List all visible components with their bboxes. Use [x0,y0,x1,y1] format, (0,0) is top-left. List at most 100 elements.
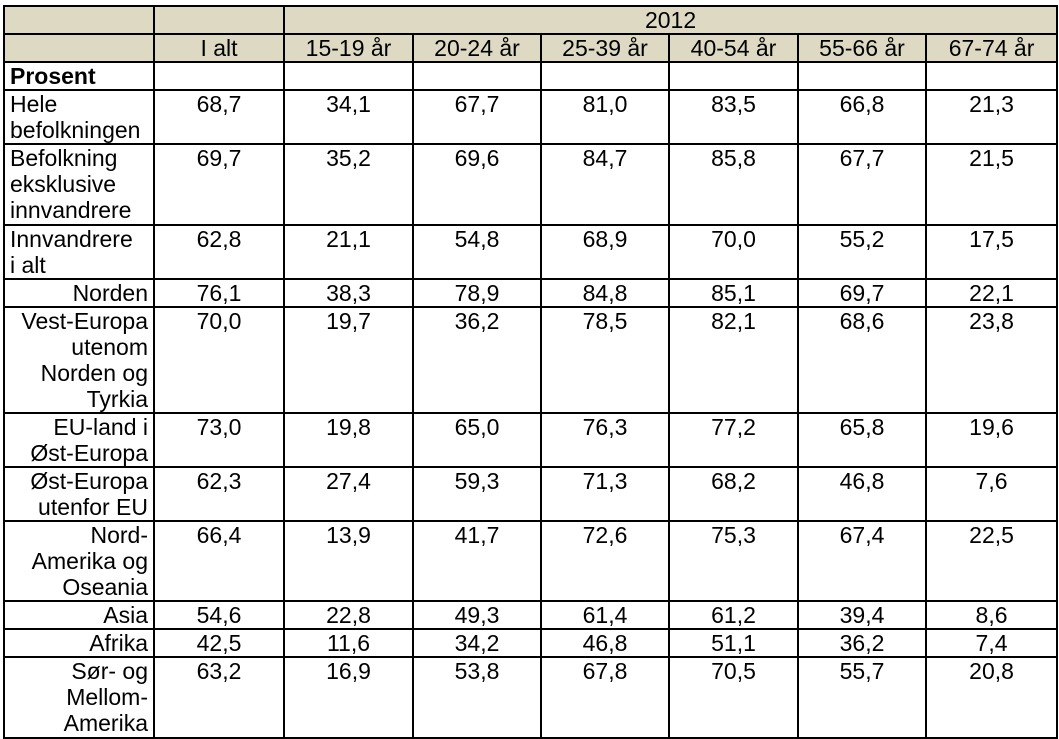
column-header-age-25-39: 25-39 år [540,33,670,63]
value-cell: 85,8 [668,143,799,226]
corner-spacer-cell [3,5,155,35]
value-cell: 19,7 [283,306,414,414]
row-label: Hele befolkningen [3,89,155,145]
year-header-cell: 2012 [282,5,1059,35]
value-cell: 72,6 [540,520,670,602]
value-cell: 21,1 [283,224,414,280]
value-cell: 67,4 [797,520,927,602]
value-cell: 46,8 [540,628,670,658]
empty-cell [797,61,927,91]
value-cell: 46,8 [797,466,927,522]
value-cell: 66,8 [797,89,927,145]
empty-cell [283,61,414,91]
table-row-whole-population: Hele befolkningen 68,7 34,1 67,7 81,0 83… [3,89,1059,145]
value-cell: 41,7 [412,520,542,602]
year-header-row: 2012 [3,5,1059,35]
value-cell: 84,7 [540,143,670,226]
value-cell: 69,7 [153,143,285,226]
table-row-excl-immigrants: Befolkning eksklusive innvandrere 69,7 3… [3,143,1059,226]
value-cell: 8,6 [924,600,1059,630]
value-cell: 34,2 [412,628,542,658]
value-cell: 61,4 [540,600,670,630]
value-cell: 49,3 [412,600,542,630]
column-header-row: I alt 15-19 år 20-24 år 25-39 år 40-54 å… [3,33,1059,63]
value-cell: 66,4 [153,520,285,602]
value-cell: 83,5 [668,89,799,145]
row-label: Vest-Europa utenom Norden og Tyrkia [3,306,155,414]
value-cell: 70,0 [668,224,799,280]
value-cell: 38,3 [283,278,414,308]
column-header-age-67-74: 67-74 år [924,33,1059,63]
value-cell: 85,1 [668,278,799,308]
value-cell: 68,9 [540,224,670,280]
value-cell: 7,6 [924,466,1059,522]
value-cell: 39,4 [797,600,927,630]
table-row-west-europe: Vest-Europa utenom Norden og Tyrkia 70,0… [3,306,1059,414]
value-cell: 22,8 [283,600,414,630]
value-cell: 63,2 [153,656,285,739]
table-row-south-central-america: Sør- og Mellom- Amerika 63,2 16,9 53,8 6… [3,656,1059,739]
value-cell: 62,8 [153,224,285,280]
empty-cell [412,61,542,91]
table-row-eu-east-europe: EU-land i Øst-Europa 73,0 19,8 65,0 76,3… [3,412,1059,468]
row-label: EU-land i Øst-Europa [3,412,155,468]
column-header-age-15-19: 15-19 år [283,33,414,63]
value-cell: 53,8 [412,656,542,739]
value-cell: 54,8 [412,224,542,280]
value-cell: 70,0 [153,306,285,414]
value-cell: 36,2 [412,306,542,414]
table-row-asia: Asia 54,6 22,8 49,3 61,4 61,2 39,4 8,6 [3,600,1059,630]
value-cell: 68,7 [153,89,285,145]
value-cell: 67,7 [412,89,542,145]
statistics-table: 2012 I alt 15-19 år 20-24 år 25-39 år 40… [3,5,1059,739]
value-cell: 82,1 [668,306,799,414]
value-cell: 13,9 [283,520,414,602]
value-cell: 55,2 [797,224,927,280]
table-row-africa: Afrika 42,5 11,6 34,2 46,8 51,1 36,2 7,4 [3,628,1059,658]
value-cell: 19,6 [924,412,1059,468]
column-header-age-40-54: 40-54 år [668,33,799,63]
value-cell: 23,8 [924,306,1059,414]
value-cell: 69,6 [412,143,542,226]
value-cell: 69,7 [797,278,927,308]
value-cell: 73,0 [153,412,285,468]
value-cell: 27,4 [283,466,414,522]
value-cell: 76,1 [153,278,285,308]
row-label: Innvandrere i alt [3,224,155,280]
value-cell: 71,3 [540,466,670,522]
value-cell: 36,2 [797,628,927,658]
row-label: Befolkning eksklusive innvandrere [3,143,155,226]
value-cell: 81,0 [540,89,670,145]
value-cell: 34,1 [283,89,414,145]
column-header-age-55-66: 55-66 år [797,33,927,63]
empty-cell [668,61,799,91]
value-cell: 51,1 [668,628,799,658]
row-label: Øst-Europa utenfor EU [3,466,155,522]
table-row-norden: Norden 76,1 38,3 78,9 84,8 85,1 69,7 22,… [3,278,1059,308]
value-cell: 61,2 [668,600,799,630]
value-cell: 70,5 [668,656,799,739]
row-label: Nord- Amerika og Oseania [3,520,155,602]
column-header-age-20-24: 20-24 år [412,33,542,63]
column-header-total: I alt [153,33,285,63]
value-cell: 21,3 [924,89,1059,145]
value-cell: 78,9 [412,278,542,308]
row-label: Asia [3,600,155,630]
value-cell: 78,5 [540,306,670,414]
value-cell: 59,3 [412,466,542,522]
empty-cell [924,61,1059,91]
value-cell: 22,1 [924,278,1059,308]
value-cell: 17,5 [924,224,1059,280]
value-cell: 65,8 [797,412,927,468]
value-cell: 77,2 [668,412,799,468]
value-cell: 76,3 [540,412,670,468]
table-row-immigrants-total: Innvandrere i alt 62,8 21,1 54,8 68,9 70… [3,224,1059,280]
value-cell: 35,2 [283,143,414,226]
value-cell: 67,7 [797,143,927,226]
statistics-table-container: 2012 I alt 15-19 år 20-24 år 25-39 år 40… [3,5,1059,739]
row-label: Afrika [3,628,155,658]
empty-cell [153,61,285,91]
value-cell: 42,5 [153,628,285,658]
value-cell: 21,5 [924,143,1059,226]
value-cell: 68,6 [797,306,927,414]
